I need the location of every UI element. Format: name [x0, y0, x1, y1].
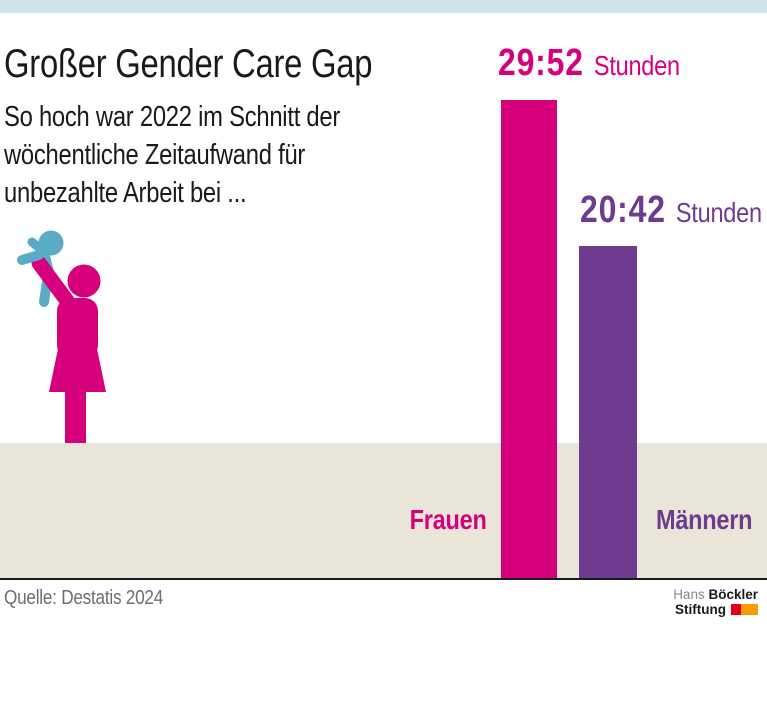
hans-boeckler-stiftung-logo: Hans Böckler Stiftung: [673, 587, 758, 618]
value-label-frauen: 29:52 Stunden: [498, 44, 714, 82]
flag-red-square-icon: [731, 604, 741, 615]
source-note: Quelle: Destatis 2024: [4, 586, 189, 610]
subtitle-line-2: wöchentliche Zeitaufwand für: [4, 139, 306, 171]
logo-flag-icon: [731, 603, 758, 618]
subtitle-line-3: unbezahlte Arbeit bei ...: [4, 177, 247, 209]
chart-title-text: Großer Gender Care Gap: [4, 42, 373, 86]
chart-title: Großer Gender Care Gap: [4, 42, 453, 86]
woman-leg-icon: [65, 392, 86, 443]
unit-maenner: Stunden: [675, 197, 762, 228]
logo-line-2: Stiftung: [673, 601, 758, 618]
category-label-maenner: Männern: [656, 504, 767, 536]
value-frauen: 29:52: [498, 42, 584, 84]
category-frauen-text: Frauen: [410, 504, 487, 535]
value-label-maenner: 20:42 Stunden: [580, 191, 767, 229]
baseline-rule: [0, 578, 767, 580]
top-accent-bar: [0, 0, 767, 13]
value-label-frauen-row: 29:52 Stunden: [498, 44, 680, 82]
bar-frauen: [501, 100, 557, 579]
unit-frauen: Stunden: [593, 50, 680, 81]
background-band: [0, 443, 767, 579]
logo-line-1: Hans Böckler: [673, 587, 758, 603]
subtitle-line-1: So hoch war 2022 im Schnitt der: [4, 101, 341, 133]
woman-lifting-child-pictogram: [17, 230, 106, 443]
logo-stiftung-text: Stiftung: [675, 601, 726, 617]
category-maenner-text: Männern: [656, 504, 753, 535]
logo-hans-text: Hans: [673, 587, 705, 602]
woman-dress-icon: [49, 344, 106, 392]
woman-figure: [49, 264, 106, 443]
woman-torso-icon: [57, 298, 98, 358]
category-label-frauen: Frauen: [395, 504, 487, 536]
value-label-maenner-row: 20:42 Stunden: [580, 191, 762, 229]
flag-orange-square-icon: [741, 604, 758, 615]
value-maenner: 20:42: [580, 189, 666, 231]
chart-subtitle: So hoch war 2022 im Schnitt der wöchentl…: [4, 98, 414, 212]
source-text: Quelle: Destatis 2024: [4, 587, 164, 609]
child-arm-up-icon: [27, 237, 48, 256]
child-arm-out-icon: [17, 250, 44, 265]
logo-boeckler-text: Böckler: [708, 587, 758, 602]
woman-head-icon: [67, 264, 101, 298]
bar-maenner: [579, 246, 637, 579]
